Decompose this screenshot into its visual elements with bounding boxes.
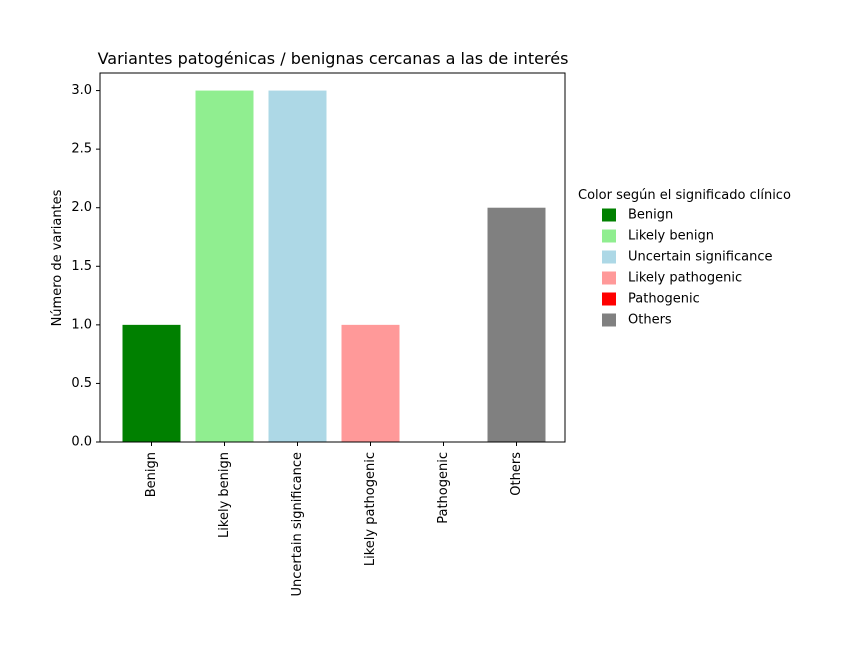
- x-tick-label: Uncertain significance: [290, 452, 305, 596]
- bar-uncertain-significance: [268, 90, 327, 443]
- legend-label: Others: [628, 313, 672, 328]
- legend-swatch: [602, 208, 616, 222]
- y-tick-label: 2.0: [71, 200, 92, 215]
- bar-likely-benign: [195, 90, 254, 443]
- x-axis: Benign Likely benign Uncertain significanc…: [144, 442, 524, 596]
- y-axis: 0.0 0.5 1.0 1.5 2.0 2.5 3.0: [71, 83, 100, 450]
- legend-label: Benign: [628, 208, 673, 223]
- bar-others: [487, 207, 546, 442]
- legend-swatch: [602, 250, 616, 264]
- legend-swatch: [602, 271, 616, 285]
- chart-title: Variantes patogénicas / benignas cercana…: [98, 49, 569, 68]
- legend-label: Likely benign: [628, 229, 714, 244]
- y-tick-label: 3.0: [71, 83, 92, 98]
- legend-swatch: [602, 229, 616, 243]
- legend-swatch: [602, 313, 616, 327]
- legend-label: Uncertain significance: [628, 250, 772, 265]
- legend-swatch: [602, 292, 616, 306]
- bar-benign: [122, 324, 181, 442]
- x-tick-label: Likely benign: [217, 452, 232, 538]
- legend-title: Color según el significado clínico: [578, 188, 791, 203]
- legend-label: Pathogenic: [628, 292, 700, 307]
- plot-frame: [99, 72, 566, 443]
- legend: Color según el significado clínico Benig…: [578, 188, 791, 328]
- x-tick-label: Others: [509, 452, 524, 496]
- x-tick-label: Benign: [144, 452, 159, 497]
- y-tick-label: 0.0: [71, 435, 92, 450]
- x-tick-label: Likely pathogenic: [363, 452, 378, 566]
- bar-likely-pathogenic: [341, 324, 400, 442]
- x-tick-label: Pathogenic: [436, 452, 451, 524]
- legend-label: Likely pathogenic: [628, 271, 742, 286]
- bars-group: [122, 90, 546, 443]
- y-tick-label: 1.5: [71, 259, 92, 274]
- y-tick-label: 0.5: [71, 376, 92, 391]
- y-tick-label: 2.5: [71, 142, 92, 157]
- y-tick-label: 1.0: [71, 317, 92, 332]
- y-axis-label: Número de variantes: [50, 189, 65, 326]
